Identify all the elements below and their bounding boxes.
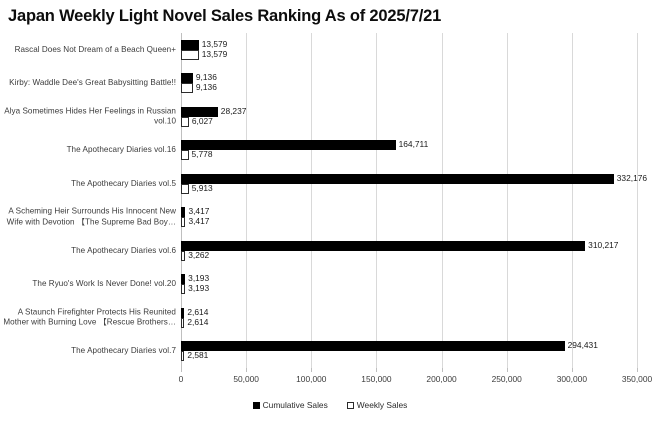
- category-label: Alya Sometimes Hides Her Feelings in Rus…: [4, 106, 176, 126]
- x-tick-label: 250,000: [491, 374, 522, 384]
- category-label: Kirby: Waddle Dee's Great Babysitting Ba…: [9, 78, 176, 88]
- bar-row: Kirby: Waddle Dee's Great Babysitting Ba…: [0, 67, 660, 101]
- bar-weekly[interactable]: [181, 351, 185, 362]
- bar-weekly[interactable]: [181, 217, 186, 228]
- bar-row: A Scheming Heir Surrounds His Innocent N…: [0, 201, 660, 235]
- x-tick-mark: [637, 368, 638, 372]
- bar-value-label: 2,581: [187, 350, 209, 361]
- category-label: The Ryuo's Work Is Never Done! vol.20: [32, 279, 176, 289]
- bar-weekly[interactable]: [181, 183, 189, 194]
- bar-weekly[interactable]: [181, 49, 199, 60]
- bar-cumulative[interactable]: [181, 274, 186, 285]
- x-axis: 0 50,000 100,000 150,000 200,000 250,000 300,0…: [178, 368, 652, 390]
- bar-cumulative[interactable]: [181, 173, 614, 184]
- x-tick-mark: [311, 368, 313, 372]
- bar-weekly[interactable]: [181, 317, 185, 328]
- bar-value-label: 310,217: [588, 239, 619, 250]
- legend-swatch-icon: [346, 401, 354, 409]
- legend-item[interactable]: Cumulative Sales: [252, 400, 328, 410]
- y-axis-line: [181, 33, 182, 368]
- x-tick-label: 0: [178, 374, 184, 384]
- x-tick-label: 350,000: [621, 374, 653, 384]
- bar-cumulative[interactable]: [181, 140, 396, 151]
- legend-item[interactable]: Weekly Sales: [346, 400, 408, 410]
- x-tick-mark: [376, 368, 378, 372]
- bar-row: The Ryuo's Work Is Never Done! vol.20 3,1…: [0, 268, 660, 302]
- bar-value-label: 2,614: [187, 306, 209, 317]
- bar-value-label: 332,176: [616, 172, 648, 183]
- bar-cumulative[interactable]: [181, 73, 193, 84]
- bar-row: A Staunch Firefighter Protects His Reuni…: [0, 301, 660, 335]
- bar-value-label: 3,417: [188, 206, 210, 217]
- bar-value-label: 3,193: [188, 273, 210, 284]
- bar-value-label: 164,711: [398, 139, 429, 150]
- x-tick-label: 50,000: [233, 374, 259, 384]
- bar-rows: Rascal Does Not Dream of a Beach Queen+ 1…: [0, 33, 660, 368]
- category-label: The Apothecary Diaries vol.6: [71, 245, 176, 255]
- bar-cumulative[interactable]: [181, 341, 565, 352]
- category-label: A Staunch Firefighter Protects His Reuni…: [3, 307, 176, 327]
- category-label: A Scheming Heir Surrounds His Innocent N…: [6, 206, 176, 227]
- bar-weekly[interactable]: [181, 250, 186, 261]
- x-tick-mark: [571, 368, 573, 372]
- bar-cumulative[interactable]: [181, 39, 199, 50]
- bar-value-label: 294,431: [567, 340, 598, 351]
- bar-value-label: 3,193: [188, 283, 210, 294]
- x-tick-mark: [181, 368, 182, 372]
- bar-value-label: 2,614: [187, 316, 209, 327]
- bar-row: Rascal Does Not Dream of a Beach Queen+ 1…: [0, 33, 660, 67]
- bar-row: The Apothecary Diaries vol.16 164,711 5,77…: [0, 134, 660, 168]
- x-tick-label: 150,000: [361, 374, 392, 384]
- category-label: The Apothecary Diaries vol.16: [66, 145, 176, 155]
- category-label: The Apothecary Diaries vol.5: [71, 178, 176, 188]
- bar-weekly[interactable]: [181, 83, 193, 94]
- category-label: The Apothecary Diaries vol.7: [71, 346, 176, 356]
- legend-swatch-icon: [252, 401, 260, 409]
- bar-row: Alya Sometimes Hides Her Feelings in Rus…: [0, 100, 660, 134]
- bar-cumulative[interactable]: [181, 240, 586, 251]
- x-tick-mark: [441, 368, 443, 372]
- bar-cumulative[interactable]: [181, 207, 186, 218]
- bar-value-label: 5,913: [191, 182, 213, 193]
- bar-row: The Apothecary Diaries vol.5 332,176 5,913: [0, 167, 660, 201]
- bar-value-label: 3,262: [188, 249, 210, 260]
- bar-weekly[interactable]: [181, 150, 189, 161]
- bar-cumulative[interactable]: [181, 106, 218, 117]
- bar-value-label: 9,136: [195, 72, 217, 83]
- x-tick-mark: [246, 368, 248, 372]
- x-tick-label: 100,000: [296, 374, 327, 384]
- chart-legend: Cumulative Sales Weekly Sales: [0, 400, 660, 410]
- bar-value-label: 9,136: [195, 82, 217, 93]
- bar-cumulative[interactable]: [181, 307, 185, 318]
- chart-title: Japan Weekly Light Novel Sales Ranking A…: [8, 7, 442, 25]
- x-tick-mark: [506, 368, 508, 372]
- bar-row: The Apothecary Diaries vol.6 310,217 3,262: [0, 234, 660, 268]
- bar-value-label: 3,417: [188, 216, 210, 227]
- bar-weekly[interactable]: [181, 116, 189, 127]
- bar-value-label: 28,237: [220, 105, 247, 116]
- bar-weekly[interactable]: [181, 284, 186, 295]
- x-tick-label: 200,000: [426, 374, 457, 384]
- category-label: Rascal Does Not Dream of a Beach Queen+: [14, 44, 176, 54]
- bar-value-label: 6,027: [191, 115, 213, 126]
- legend-label: Cumulative Sales: [262, 400, 328, 410]
- bar-value-label: 13,579: [201, 38, 228, 49]
- bar-value-label: 5,778: [191, 149, 213, 160]
- bar-row: The Apothecary Diaries vol.7 294,431 2,581: [0, 335, 660, 369]
- bar-value-label: 13,579: [201, 48, 228, 59]
- legend-label: Weekly Sales: [356, 400, 408, 410]
- x-tick-label: 300,000: [556, 374, 587, 384]
